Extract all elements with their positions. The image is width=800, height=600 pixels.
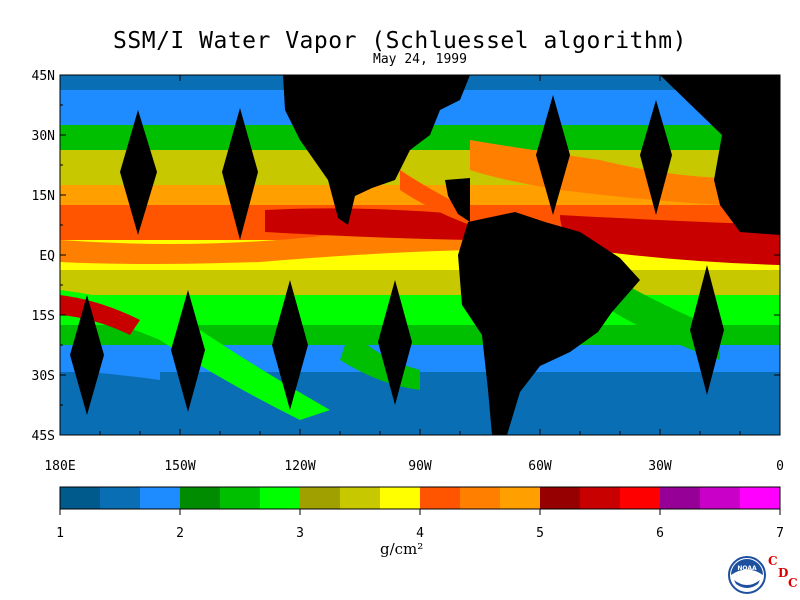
lon-label: 90W: [408, 459, 432, 474]
colorbar-units: g/cm²: [380, 540, 424, 558]
colorbar-swatch: [700, 487, 741, 509]
lat-label: 15N: [32, 189, 55, 204]
lat-label: 30S: [32, 369, 55, 384]
lon-label: 180E: [44, 459, 75, 474]
colorbar-swatch: [500, 487, 541, 509]
lon-label: 30W: [648, 459, 672, 474]
colorbar-label: 4: [416, 526, 424, 541]
colorbar-swatch: [260, 487, 301, 509]
colorbar-swatch: [580, 487, 621, 509]
cdc-letter-c2: C: [788, 576, 798, 590]
lon-label: 60W: [528, 459, 552, 474]
colorbar: [59, 486, 781, 510]
lat-label: 15S: [32, 309, 55, 324]
longitude-axis: 180E 150W 120W 90W 60W 30W 0: [44, 75, 784, 474]
lon-label: 0: [776, 459, 784, 474]
noaa-logo: NOAA: [728, 556, 766, 594]
colorbar-swatch: [180, 487, 221, 509]
colorbar-swatch: [660, 487, 701, 509]
colorbar-swatch: [340, 487, 381, 509]
colorbar-swatch: [740, 487, 781, 509]
colorbar-label: 6: [656, 526, 664, 541]
colorbar-swatch: [60, 487, 101, 509]
colorbar-swatch: [420, 487, 461, 509]
lon-label: 120W: [284, 459, 315, 474]
colorbar-swatch: [100, 487, 141, 509]
colorbar-label: 7: [776, 526, 784, 541]
map-title: SSM/I Water Vapor (Schluessel algorithm): [113, 28, 687, 54]
colorbar-label: 2: [176, 526, 184, 541]
noaa-logo-text: NOAA: [737, 565, 757, 572]
lat-label: 30N: [32, 129, 55, 144]
colorbar-label: 5: [536, 526, 544, 541]
colorbar-swatch: [380, 487, 421, 509]
colorbar-swatch: [460, 487, 501, 509]
cdc-logo: C D C: [768, 554, 798, 594]
colorbar-label: 1: [56, 526, 64, 541]
cdc-letter-d: D: [778, 566, 789, 580]
cdc-letter-c1: C: [768, 554, 778, 568]
lon-label: 150W: [164, 459, 195, 474]
map-date: May 24, 1999: [373, 52, 467, 67]
colorbar-ticks: 1 2 3 4 5 6 7: [56, 509, 784, 541]
latitude-axis: 45N 30N 15N EQ 15S 30S 45S: [32, 69, 780, 444]
colorbar-swatch: [140, 487, 181, 509]
lat-label: EQ: [39, 249, 55, 264]
lat-label: 45N: [32, 69, 55, 84]
map-field: [60, 75, 780, 435]
lat-label: 45S: [32, 429, 55, 444]
colorbar-swatch: [620, 487, 661, 509]
colorbar-swatch: [540, 487, 581, 509]
colorbar-label: 3: [296, 526, 304, 541]
colorbar-swatch: [220, 487, 261, 509]
colorbar-swatch: [300, 487, 341, 509]
